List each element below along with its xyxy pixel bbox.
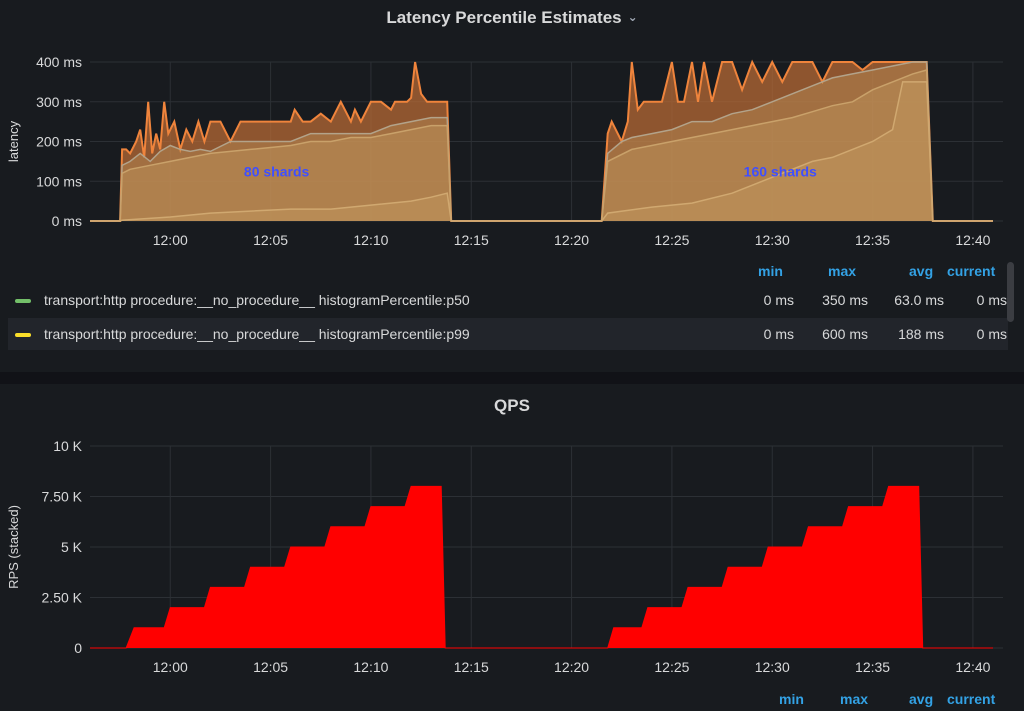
legend-row-p99[interactable]: transport:http procedure:__no_procedure_… [8,318,1008,350]
qps-legend-header-current[interactable]: current [947,691,996,707]
qps-legend-header-avg[interactable]: avg [909,691,934,707]
x-tick-label: 12:00 [153,659,188,675]
legend-row-p50[interactable]: transport:http procedure:__no_procedure_… [8,284,1008,316]
legend-swatch-p99 [15,333,31,337]
legend-value-avg: 63.0 ms [894,292,944,308]
y-tick-label: 5 K [61,539,83,555]
y-tick-label: 300 ms [36,94,82,110]
legend-header-current[interactable]: current [947,263,996,279]
latency-panel-title[interactable]: Latency Percentile Estimates ⌄ [0,8,1024,28]
x-tick-label: 12:35 [855,659,890,675]
y-tick-label: 10 K [53,438,82,454]
chevron-down-icon[interactable]: ⌄ [627,10,638,24]
legend-value-avg: 188 ms [898,326,944,342]
x-tick-label: 12:40 [955,659,990,675]
latency-panel: Latency Percentile Estimates ⌄ 0 ms 100 ms… [0,8,1024,350]
x-tick-label: 12:30 [755,232,790,248]
x-tick-label: 12:30 [755,659,790,675]
x-tick-label: 12:25 [654,659,689,675]
series-area [90,486,993,648]
y-tick-label: 100 ms [36,173,82,189]
legend-swatch-p50 [15,299,31,303]
y-tick-label: 0 [74,640,82,656]
legend-header-avg[interactable]: avg [909,263,934,279]
series-area [90,81,993,222]
x-tick-label: 12:10 [353,659,388,675]
latency-chart: 0 ms 100 ms 200 ms 300 ms 400 ms 12:00 12:05 12… [6,54,1003,248]
series-area [90,62,993,221]
legend-value-min: 0 ms [763,292,794,308]
y-tick-label: 7.50 K [42,489,83,505]
series-line[interactable] [90,81,993,222]
x-tick-label: 12:00 [153,232,188,248]
x-tick-label: 12:35 [855,232,890,248]
y-tick-label: 0 ms [52,213,82,229]
qps-legend-header-min[interactable]: min [779,691,804,707]
x-tick-label: 12:05 [253,232,288,248]
series-area [90,62,993,221]
x-tick-label: 12:25 [654,232,689,248]
x-tick-label: 12:05 [253,659,288,675]
legend-value-max: 350 ms [822,292,868,308]
y-axis-label: RPS (stacked) [6,505,21,589]
x-tick-label: 12:15 [454,659,489,675]
annotation-label: 80 shards [244,163,310,179]
annotation-label: 160 shards [744,163,817,179]
legend-header-min[interactable]: min [758,263,783,279]
legend-scrollbar[interactable] [1007,262,1014,322]
qps-panel-title[interactable]: QPS [494,396,530,415]
series-line[interactable] [90,61,993,222]
series-area [90,70,993,221]
qps-panel: QPS 0 2.50 K 5 K 7.50 K 10 K 12:00 12:05 12:10 1… [0,384,1024,711]
x-tick-label: 12:20 [554,232,589,248]
legend-series-name[interactable]: transport:http procedure:__no_procedure_… [44,292,470,308]
y-tick-label: 2.50 K [42,590,83,606]
qps-legend-header-max[interactable]: max [840,691,869,707]
y-tick-label: 200 ms [36,134,82,150]
x-tick-label: 12:20 [554,659,589,675]
series-line[interactable] [90,485,993,649]
legend-series-name[interactable]: transport:http procedure:__no_procedure_… [44,326,470,342]
y-axis-label: latency [6,120,21,162]
latency-title-text: Latency Percentile Estimates [386,8,622,27]
qps-chart: 0 2.50 K 5 K 7.50 K 10 K 12:00 12:05 12:10 12:15… [6,438,1003,675]
y-tick-label: 400 ms [36,54,82,70]
legend-value-current: 0 ms [976,292,1007,308]
x-tick-label: 12:40 [955,232,990,248]
series-line[interactable] [90,59,993,222]
legend-value-max: 600 ms [822,326,868,342]
x-tick-label: 12:10 [353,232,388,248]
panel-divider [0,372,1024,384]
legend-header-max[interactable]: max [828,263,857,279]
x-tick-label: 12:15 [454,232,489,248]
legend-value-current: 0 ms [976,326,1007,342]
legend-value-min: 0 ms [763,326,794,342]
